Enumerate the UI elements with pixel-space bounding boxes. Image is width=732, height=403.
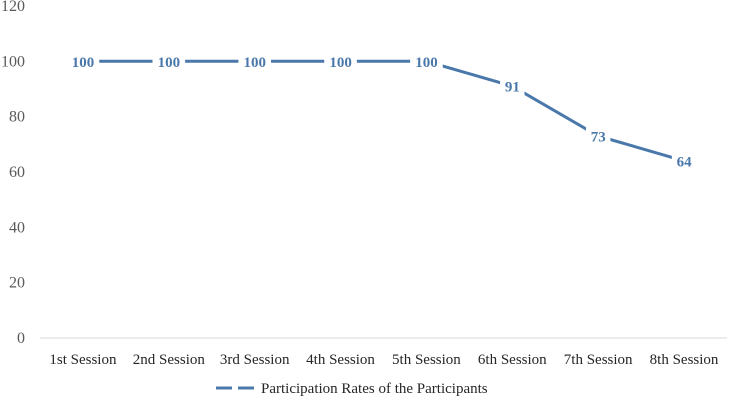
data-label-background [324,51,357,72]
x-tick-label: 8th Session [650,352,719,368]
data-labels: 100 100 100 100 100 91 73 64 [66,51,697,171]
data-label: 100 [415,55,438,71]
data-label: 100 [329,55,352,71]
x-tick-label: 7th Session [564,352,633,368]
x-tick-label: 2nd Session [133,352,206,368]
data-label-background [410,51,443,72]
x-tick-label: 4th Session [306,352,375,368]
y-tick-label: 100 [1,53,25,70]
x-tick-label: 3rd Session [220,352,290,368]
data-label: 100 [243,55,266,71]
data-label: 64 [677,154,693,170]
data-label-background [500,76,525,97]
x-tick-label: 5th Session [392,352,461,368]
data-label: 100 [72,55,95,71]
data-label-background [585,126,611,147]
y-tick-label: 60 [9,164,25,181]
data-label: 91 [505,80,520,96]
data-label-background [238,51,271,72]
y-tick-label: 20 [9,275,25,292]
y-tick-label: 40 [9,219,25,236]
data-label-background [66,51,100,72]
data-label: 73 [591,130,606,146]
x-tick-label: 6th Session [478,352,547,368]
legend: Participation Rates of the Participants [216,381,488,397]
y-tick-label: 0 [17,330,25,347]
y-tick-label: 120 [1,0,25,15]
data-label: 100 [158,55,181,71]
y-axis-tick-labels: 0 20 40 60 80 100 120 [1,0,25,347]
y-tick-label: 80 [9,109,25,126]
legend-label: Participation Rates of the Participants [261,381,488,397]
x-tick-label: 1st Session [49,352,117,368]
data-label-background [671,150,697,171]
x-axis-tick-labels: 1st Session 2nd Session 3rd Session 4th Ses… [49,352,719,368]
data-label-background [152,51,186,72]
